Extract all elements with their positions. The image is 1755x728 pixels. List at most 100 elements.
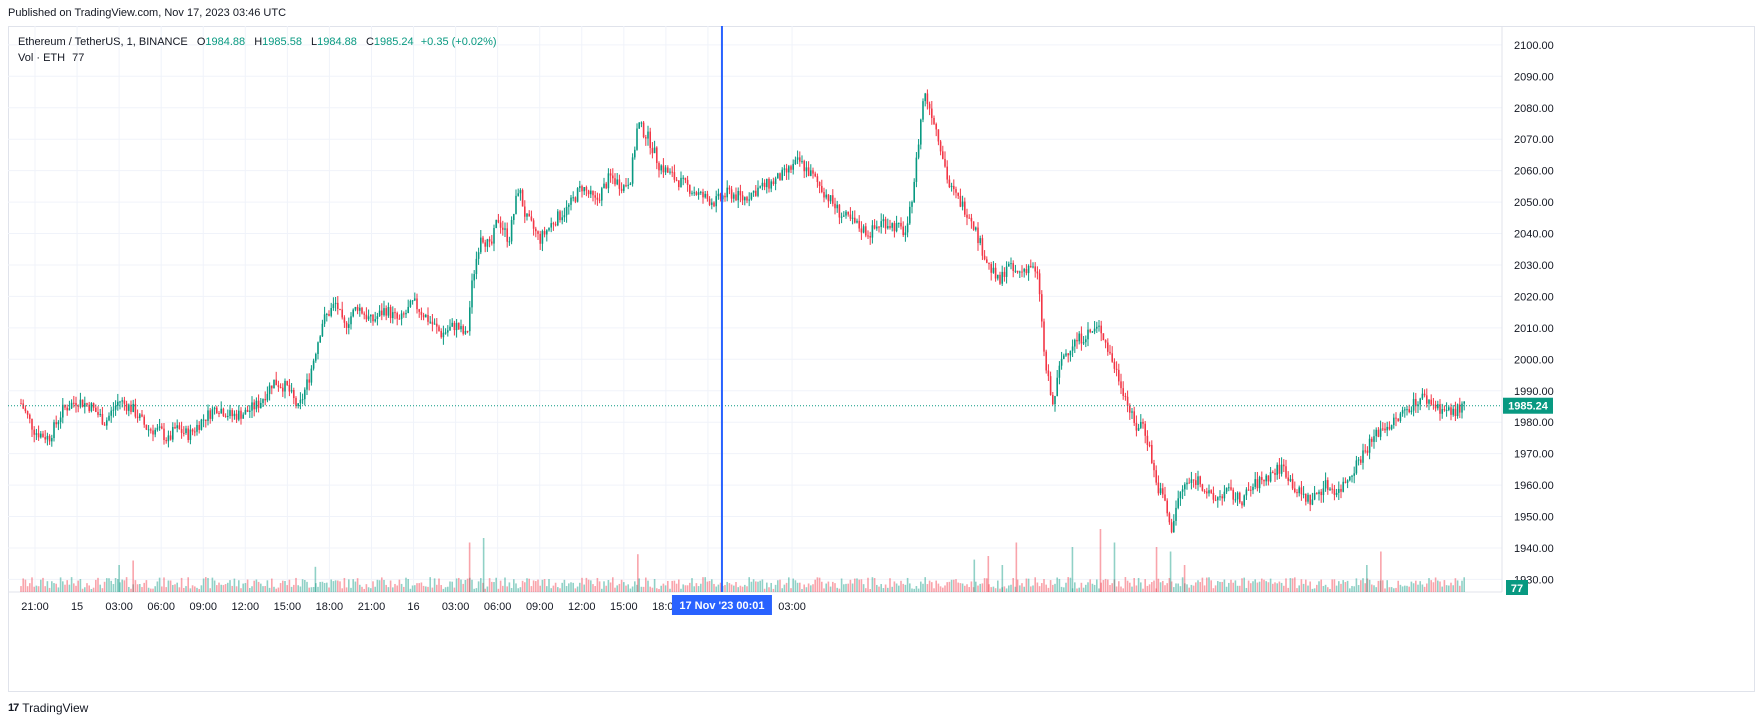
candle-body xyxy=(671,171,673,173)
candle-body xyxy=(513,213,515,221)
candle-body xyxy=(1157,482,1160,494)
volume-bar xyxy=(68,584,71,592)
candle-body xyxy=(1217,497,1219,501)
candle-body xyxy=(543,231,546,235)
candle-body xyxy=(345,322,348,328)
candle-body xyxy=(926,93,929,104)
candle-body xyxy=(1173,520,1175,533)
volume-bar xyxy=(475,588,478,592)
candle-body xyxy=(909,206,911,224)
volume-bar xyxy=(110,580,112,592)
volume-bar xyxy=(125,577,128,592)
candle-body xyxy=(675,179,678,181)
candle-body xyxy=(862,226,865,233)
volume-bar xyxy=(1074,582,1076,592)
volume-bar xyxy=(211,577,214,592)
volume-bar xyxy=(1162,580,1164,592)
candle-body xyxy=(673,172,676,180)
volume-bar xyxy=(807,583,810,592)
candle-body xyxy=(1276,464,1278,475)
volume-bar xyxy=(139,583,141,592)
candle-body xyxy=(508,241,511,243)
volume-bar xyxy=(306,581,308,592)
volume-spike xyxy=(1071,547,1074,592)
candle-body xyxy=(163,428,165,441)
candle-body xyxy=(1153,462,1155,471)
volume-bar xyxy=(1122,588,1124,592)
low-label: L xyxy=(311,36,318,48)
price-tick-label: 2030.00 xyxy=(1514,260,1554,272)
candle-body xyxy=(537,231,539,234)
volume-bar xyxy=(1274,582,1276,592)
candle-body xyxy=(1093,328,1096,332)
candle-body xyxy=(957,192,959,196)
volume-bar xyxy=(1175,583,1177,592)
volume-bar xyxy=(939,586,942,592)
candle-body xyxy=(394,312,396,314)
volume-bar xyxy=(361,586,363,592)
volume-bar xyxy=(123,580,126,592)
volume-bar xyxy=(440,585,442,592)
candle-body xyxy=(486,239,489,247)
volume-bar xyxy=(1230,579,1232,592)
volume-bar xyxy=(242,583,244,592)
volume-bar xyxy=(975,581,977,592)
candle-body xyxy=(198,424,200,430)
volume-bar xyxy=(286,585,288,592)
volume-bar xyxy=(957,582,959,592)
candlestick-chart[interactable]: 2100.00 2090.00 2080.00 2070.00 2060.00 2050.… xyxy=(6,26,1755,692)
candle-body xyxy=(519,190,522,194)
volume-bar xyxy=(508,582,511,592)
candle-body xyxy=(1067,353,1069,356)
volume-bar xyxy=(730,584,733,592)
volume-bar xyxy=(486,586,489,592)
volume-bar xyxy=(961,583,964,592)
volume-bar xyxy=(763,588,766,592)
volume-bar xyxy=(473,588,475,592)
volume-bar xyxy=(1395,587,1397,592)
volume-bar xyxy=(715,586,717,592)
candle-body xyxy=(737,190,739,201)
candle-body xyxy=(499,222,502,228)
volume-bar xyxy=(660,585,662,592)
candle-body xyxy=(691,192,693,194)
candle-body xyxy=(389,307,392,319)
volume-bar xyxy=(856,578,858,592)
candle-body xyxy=(579,186,581,189)
volume-bar xyxy=(601,588,603,592)
volume-bar xyxy=(640,586,643,592)
candle-body xyxy=(471,280,473,308)
volume-bar xyxy=(649,586,651,592)
candle-body xyxy=(590,190,592,195)
chart-pane[interactable]: 2100.00 2090.00 2080.00 2070.00 2060.00 2050.… xyxy=(6,26,1755,692)
volume-bar xyxy=(1412,583,1415,592)
candle-body xyxy=(680,177,682,188)
tradingview-footer[interactable]: 17 TradingView xyxy=(8,701,88,715)
candle-body xyxy=(794,159,797,164)
candle-body xyxy=(405,312,407,315)
volume-bar xyxy=(84,587,86,592)
candle-body xyxy=(121,400,123,402)
volume-label[interactable]: Vol · ETH xyxy=(18,52,66,64)
symbol-title[interactable]: Ethereum / TetherUS, 1, BINANCE xyxy=(18,36,188,48)
candle-body xyxy=(1283,464,1285,467)
volume-bar xyxy=(1283,585,1285,592)
candle-body xyxy=(563,215,566,218)
volume-bar xyxy=(658,588,660,592)
candle-body xyxy=(295,398,297,406)
volume-bar xyxy=(458,577,460,592)
volume-bar xyxy=(550,588,552,592)
volume-bar xyxy=(1459,585,1461,592)
candle-body xyxy=(1080,333,1083,344)
volume-bar xyxy=(277,587,280,592)
tradingview-logo-icon: 17 xyxy=(8,702,19,714)
candle-body xyxy=(1056,377,1058,397)
volume-bar xyxy=(1135,585,1138,592)
volume-bar xyxy=(1003,586,1006,592)
volume-bar xyxy=(1401,586,1404,592)
candle-body xyxy=(449,326,451,331)
volume-bar xyxy=(1124,577,1127,592)
candle-body xyxy=(1289,478,1292,481)
time-tick-label: 03:00 xyxy=(442,601,470,613)
candle-body xyxy=(1441,409,1443,414)
